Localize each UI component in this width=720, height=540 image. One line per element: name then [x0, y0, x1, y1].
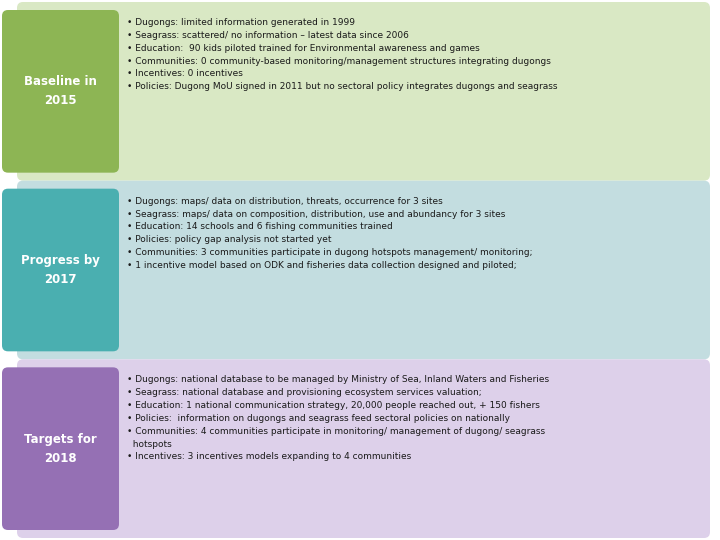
Text: Progress by
2017: Progress by 2017: [21, 254, 100, 286]
FancyBboxPatch shape: [2, 10, 119, 173]
FancyBboxPatch shape: [17, 2, 710, 181]
FancyBboxPatch shape: [17, 359, 710, 538]
FancyBboxPatch shape: [2, 367, 119, 530]
FancyBboxPatch shape: [2, 188, 119, 352]
Text: • Dugongs: limited information generated in 1999
• Seagrass: scattered/ no infor: • Dugongs: limited information generated…: [127, 18, 557, 91]
Text: Baseline in
2015: Baseline in 2015: [24, 76, 97, 107]
Text: Targets for
2018: Targets for 2018: [24, 433, 97, 464]
Text: • Dugongs: national database to be managed by Ministry of Sea, Inland Waters and: • Dugongs: national database to be manag…: [127, 375, 549, 462]
FancyBboxPatch shape: [17, 181, 710, 359]
Text: • Dugongs: maps/ data on distribution, threats, occurrence for 3 sites
• Seagras: • Dugongs: maps/ data on distribution, t…: [127, 197, 533, 270]
